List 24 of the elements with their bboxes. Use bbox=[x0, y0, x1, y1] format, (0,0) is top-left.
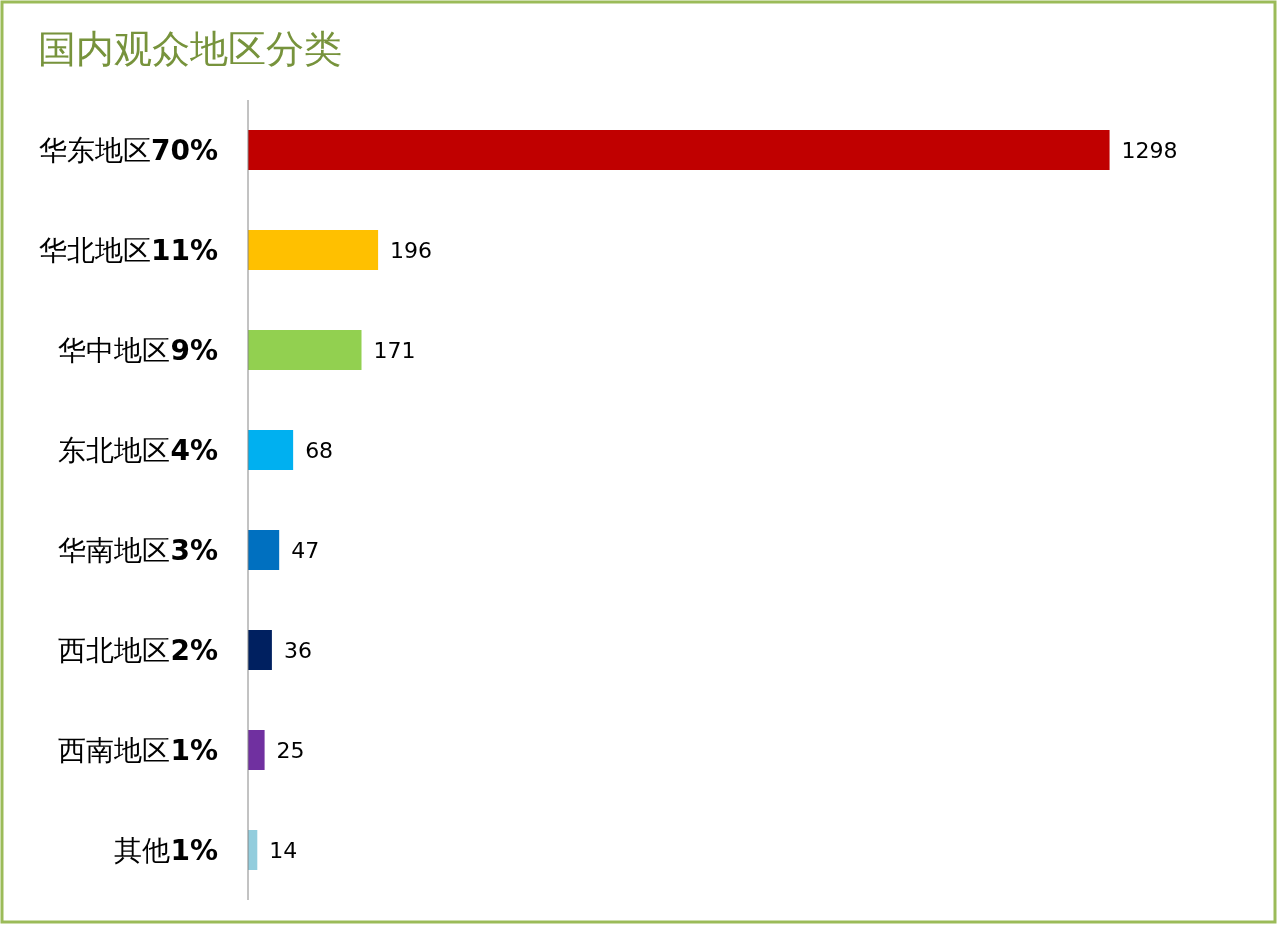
data-label: 14 bbox=[269, 837, 298, 863]
y-tick-label: 华南地区3% bbox=[58, 533, 218, 567]
y-tick-label: 西北地区2% bbox=[58, 633, 218, 667]
bar bbox=[248, 730, 265, 770]
bar bbox=[248, 530, 280, 570]
bar bbox=[248, 330, 362, 370]
data-label: 25 bbox=[276, 737, 305, 763]
y-tick-label: 其他1% bbox=[114, 833, 218, 867]
bar bbox=[248, 430, 294, 470]
data-label: 68 bbox=[305, 437, 334, 463]
data-label: 36 bbox=[283, 637, 312, 663]
chart-title: 国内观众地区分类 bbox=[38, 27, 342, 71]
y-tick-label: 西南地区1% bbox=[58, 733, 218, 767]
bar bbox=[248, 230, 379, 270]
bar bbox=[248, 630, 272, 670]
y-tick-label: 华中地区9% bbox=[58, 333, 218, 367]
data-label: 196 bbox=[390, 237, 433, 263]
y-tick-label: 东北地区4% bbox=[58, 433, 218, 467]
data-label: 171 bbox=[373, 337, 416, 363]
y-tick-label: 华东地区70% bbox=[38, 133, 218, 167]
data-label: 1298 bbox=[1121, 137, 1178, 163]
bar bbox=[248, 130, 1110, 170]
y-tick-label: 华北地区11% bbox=[38, 233, 218, 267]
data-label: 47 bbox=[291, 537, 320, 563]
